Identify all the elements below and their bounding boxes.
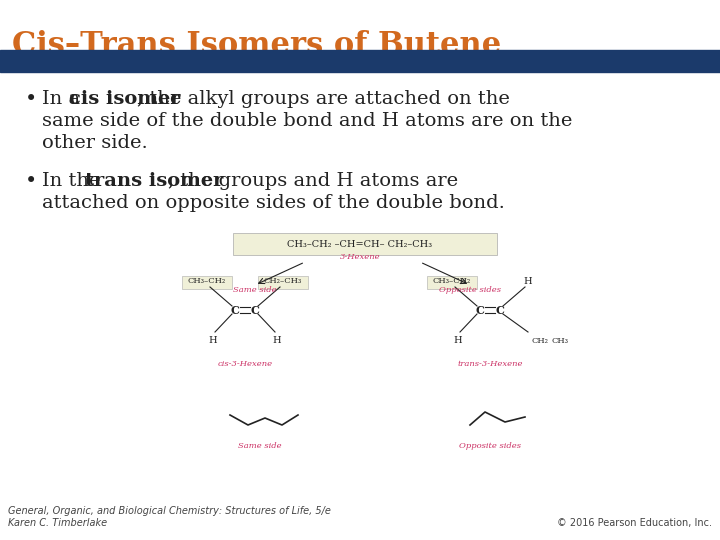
Text: C: C <box>495 305 505 315</box>
FancyBboxPatch shape <box>233 233 497 255</box>
Text: C: C <box>251 305 259 315</box>
Text: CH₃: CH₃ <box>552 337 569 345</box>
Bar <box>0 50 720 72</box>
Text: CH₂: CH₂ <box>532 337 549 345</box>
Text: trans isomer: trans isomer <box>85 172 223 190</box>
FancyBboxPatch shape <box>182 275 232 288</box>
Text: •: • <box>25 90 37 109</box>
Text: Same side: Same side <box>238 442 282 450</box>
Text: •: • <box>25 172 37 191</box>
Text: C: C <box>476 305 485 315</box>
Text: CH₂–CH₃: CH₂–CH₃ <box>264 277 302 285</box>
Text: In a: In a <box>42 90 86 108</box>
Text: other side.: other side. <box>42 134 148 152</box>
Text: Opposite sides: Opposite sides <box>459 442 521 450</box>
Text: same side of the double bond and H atoms are on the: same side of the double bond and H atoms… <box>42 112 572 130</box>
Text: H: H <box>209 336 217 345</box>
Text: CH₃–CH₂: CH₃–CH₂ <box>433 277 471 285</box>
Text: General, Organic, and Biological Chemistry: Structures of Life, 5/e
Karen C. Tim: General, Organic, and Biological Chemist… <box>8 507 331 528</box>
Text: © 2016 Pearson Education, Inc.: © 2016 Pearson Education, Inc. <box>557 518 712 528</box>
Text: , the alkyl groups are attached on the: , the alkyl groups are attached on the <box>137 90 510 108</box>
FancyBboxPatch shape <box>258 275 308 288</box>
Text: H: H <box>523 276 532 286</box>
Text: trans-3-Hexene: trans-3-Hexene <box>457 360 523 368</box>
Text: Opposite sides: Opposite sides <box>439 286 501 294</box>
Text: H: H <box>273 336 282 345</box>
Text: H: H <box>454 336 462 345</box>
Text: cis-3-Hexene: cis-3-Hexene <box>217 360 273 368</box>
Text: attached on opposite sides of the double bond.: attached on opposite sides of the double… <box>42 194 505 212</box>
Text: C: C <box>230 305 240 315</box>
Text: CH₃–CH₂: CH₃–CH₂ <box>188 277 226 285</box>
Text: In the: In the <box>42 172 107 190</box>
Text: Cis–Trans Isomers of Butene: Cis–Trans Isomers of Butene <box>12 30 501 61</box>
Text: Same side: Same side <box>233 286 276 294</box>
Text: 3-Hexene: 3-Hexene <box>340 253 380 261</box>
Text: cis isomer: cis isomer <box>69 90 181 108</box>
Text: CH₃–CH₂ –CH=CH– CH₂–CH₃: CH₃–CH₂ –CH=CH– CH₂–CH₃ <box>287 240 433 249</box>
FancyBboxPatch shape <box>427 275 477 288</box>
Text: , the groups and H atoms are: , the groups and H atoms are <box>168 172 458 190</box>
